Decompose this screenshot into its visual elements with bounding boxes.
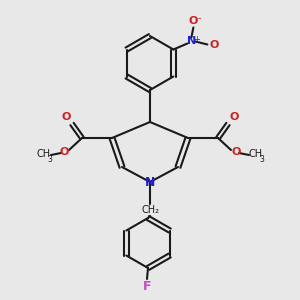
Text: CH₂: CH₂ [141,205,159,215]
Text: -: - [198,14,201,23]
Text: 3: 3 [260,154,264,164]
Text: O: O [59,147,69,157]
Text: O: O [229,112,239,122]
Text: N: N [145,176,155,188]
Text: CH: CH [37,149,51,159]
Text: 3: 3 [48,154,52,164]
Text: CH: CH [249,149,263,159]
Text: O: O [210,40,219,50]
Text: O: O [231,147,241,157]
Text: +: + [193,35,200,44]
Text: O: O [61,112,71,122]
Text: O: O [189,16,198,26]
Text: F: F [143,280,151,293]
Text: N: N [187,37,196,46]
